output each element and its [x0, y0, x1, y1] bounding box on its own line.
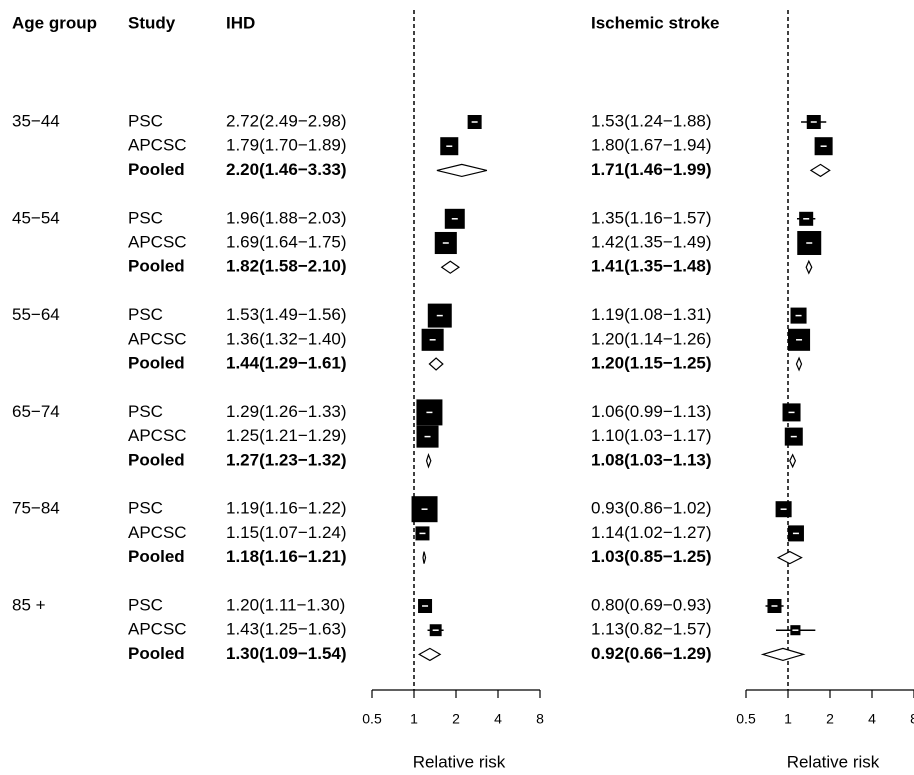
study-label: APCSC [128, 232, 187, 251]
column-header: Study [128, 13, 176, 32]
estimate-label: 1.29(1.26−1.33) [226, 402, 347, 421]
study-label: APCSC [128, 620, 187, 639]
study-label: PSC [128, 208, 163, 227]
estimate-label: 1.79(1.70−1.89) [226, 136, 347, 155]
estimate-label: 1.69(1.64−1.75) [226, 232, 347, 251]
estimate-label: 1.30(1.09−1.54) [226, 644, 347, 663]
pooled-diamond [776, 550, 803, 565]
age-group-label: 55−64 [12, 305, 60, 324]
x-axis-label: Relative risk [413, 752, 506, 771]
estimate-label: 1.25(1.21−1.29) [226, 426, 347, 445]
estimate-label: 1.14(1.02−1.27) [591, 523, 712, 542]
study-label: APCSC [128, 136, 187, 155]
x-tick-label: 8 [910, 711, 914, 727]
x-tick-label: 0.5 [736, 711, 756, 727]
study-label: APCSC [128, 426, 187, 445]
pooled-diamond [789, 453, 797, 469]
estimate-label: 1.53(1.49−1.56) [226, 305, 347, 324]
estimate-label: 1.71(1.46−1.99) [591, 160, 712, 179]
study-label: Pooled [128, 450, 185, 469]
estimate-label: 1.18(1.16−1.21) [226, 547, 347, 566]
estimate-label: 1.06(0.99−1.13) [591, 402, 712, 421]
x-tick-label: 1 [410, 711, 418, 727]
study-label: Pooled [128, 644, 185, 663]
pooled-diamond [422, 551, 427, 564]
estimate-label: 1.19(1.16−1.22) [226, 499, 347, 518]
estimate-label: 1.08(1.03−1.13) [591, 450, 712, 469]
pooled-diamond [809, 163, 831, 178]
x-tick-label: 4 [494, 711, 502, 727]
age-group-label: 35−44 [12, 111, 60, 130]
estimate-label: 1.20(1.15−1.25) [591, 353, 712, 372]
estimate-label: 1.35(1.16−1.57) [591, 208, 712, 227]
age-group-label: 65−74 [12, 402, 60, 421]
estimate-label: 1.03(0.85−1.25) [591, 547, 712, 566]
estimate-label: 1.44(1.29−1.61) [226, 353, 347, 372]
pooled-diamond [417, 647, 442, 662]
pooled-diamond [436, 163, 488, 178]
estimate-label: 0.80(0.69−0.93) [591, 595, 712, 614]
study-label: Pooled [128, 547, 185, 566]
column-header: Age group [12, 13, 97, 32]
study-label: Pooled [128, 160, 185, 179]
x-tick-label: 1 [784, 711, 792, 727]
estimate-label: 0.92(0.66−1.29) [591, 644, 712, 663]
x-tick-label: 4 [868, 711, 876, 727]
x-axis-label: Relative risk [787, 752, 880, 771]
study-label: PSC [128, 305, 163, 324]
study-label: APCSC [128, 523, 187, 542]
age-group-label: 75−84 [12, 499, 60, 518]
x-tick-label: 2 [826, 711, 834, 727]
estimate-label: 1.82(1.58−2.10) [226, 257, 347, 276]
study-label: APCSC [128, 329, 187, 348]
estimate-label: 1.42(1.35−1.49) [591, 232, 712, 251]
estimate-label: 1.19(1.08−1.31) [591, 305, 712, 324]
study-label: PSC [128, 595, 163, 614]
estimate-label: 1.15(1.07−1.24) [226, 523, 347, 542]
study-label: Pooled [128, 257, 185, 276]
estimate-label: 2.72(2.49−2.98) [226, 111, 347, 130]
estimate-label: 1.27(1.23−1.32) [226, 450, 347, 469]
estimate-label: 1.43(1.25−1.63) [226, 620, 347, 639]
pooled-diamond [425, 453, 432, 469]
pooled-diamond [428, 357, 444, 371]
pooled-diamond [760, 647, 806, 662]
estimate-label: 1.20(1.14−1.26) [591, 329, 712, 348]
pooled-diamond [805, 259, 813, 275]
x-tick-label: 0.5 [362, 711, 382, 727]
estimate-label: 1.10(1.03−1.17) [591, 426, 712, 445]
estimate-label: 1.36(1.32−1.40) [226, 329, 347, 348]
estimate-label: 0.93(0.86−1.02) [591, 499, 712, 518]
x-tick-label: 2 [452, 711, 460, 727]
panel-title: IHD [226, 13, 255, 32]
estimate-label: 2.20(1.46−3.33) [226, 160, 347, 179]
study-label: PSC [128, 499, 163, 518]
study-label: Pooled [128, 353, 185, 372]
pooled-diamond [795, 356, 803, 372]
age-group-label: 85 + [12, 595, 46, 614]
estimate-label: 1.13(0.82−1.57) [591, 620, 712, 639]
estimate-label: 1.41(1.35−1.48) [591, 257, 712, 276]
estimate-label: 1.80(1.67−1.94) [591, 136, 712, 155]
estimate-label: 1.20(1.11−1.30) [226, 595, 345, 614]
x-tick-label: 8 [536, 711, 544, 727]
estimate-label: 1.96(1.88−2.03) [226, 208, 347, 227]
panel-title: Ischemic stroke [591, 13, 720, 32]
age-group-label: 45−54 [12, 208, 60, 227]
study-label: PSC [128, 402, 163, 421]
pooled-diamond [440, 260, 461, 274]
study-label: PSC [128, 111, 163, 130]
estimate-label: 1.53(1.24−1.88) [591, 111, 712, 130]
